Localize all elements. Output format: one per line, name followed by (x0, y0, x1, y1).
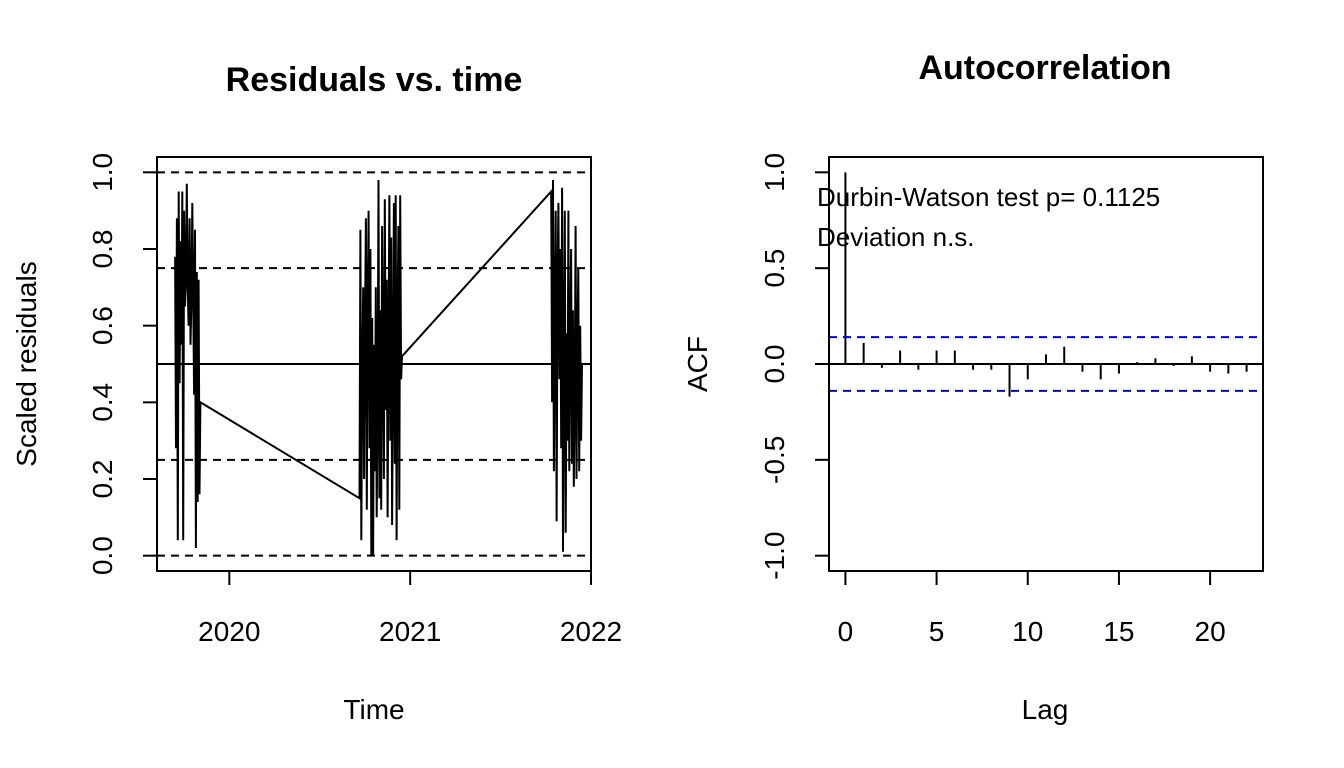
durbin-watson-annotation: Durbin-Watson test p= 0.1125 (817, 182, 1160, 212)
acf-x-axis: 0 5 10 15 20 (838, 570, 1226, 647)
y-tick-label: 0.8 (87, 230, 118, 269)
acf-x-label: Lag (1022, 694, 1069, 725)
residuals-y-label: Scaled residuals (11, 261, 42, 466)
x-tick-label: 20 (1195, 616, 1226, 647)
residuals-y-axis: 0.0 0.2 0.4 0.6 0.8 1.0 (87, 153, 158, 575)
residuals-line (174, 179, 583, 556)
y-tick-label: 0.2 (87, 460, 118, 499)
acf-bars (829, 172, 1263, 397)
residuals-title: Residuals vs. time (226, 61, 523, 99)
y-tick-label: -0.5 (759, 436, 790, 484)
x-tick-label: 10 (1012, 616, 1043, 647)
y-tick-label: 0.0 (87, 536, 118, 575)
acf-panel: Autocorrelation Lag ACF 0 5 10 15 20 -1.0 -0.… (682, 49, 1264, 725)
x-tick-label: 2020 (198, 616, 260, 647)
x-tick-label: 2021 (379, 616, 441, 647)
x-tick-label: 0 (838, 616, 854, 647)
residuals-x-axis: 2020 2021 2022 (198, 570, 622, 647)
y-tick-label: 1.0 (87, 153, 118, 192)
y-tick-label: 0.6 (87, 306, 118, 345)
acf-y-axis: -1.0 -0.5 0.0 0.5 1.0 (759, 153, 830, 580)
y-tick-label: 0.4 (87, 383, 118, 422)
x-tick-label: 5 (929, 616, 945, 647)
deviation-annotation: Deviation n.s. (817, 222, 975, 252)
y-tick-label: 1.0 (759, 153, 790, 192)
acf-confidence-band (829, 336, 1263, 392)
y-tick-label: 0.5 (759, 249, 790, 288)
y-tick-label: 0.0 (759, 345, 790, 384)
residuals-series (174, 179, 583, 556)
residuals-x-label: Time (343, 694, 404, 725)
x-tick-label: 2022 (560, 616, 622, 647)
acf-y-label: ACF (682, 336, 713, 392)
acf-title: Autocorrelation (918, 49, 1171, 87)
residuals-panel: Residuals vs. time Time Scaled residuals… (11, 61, 622, 725)
x-tick-label: 15 (1103, 616, 1134, 647)
y-tick-label: -1.0 (759, 532, 790, 580)
